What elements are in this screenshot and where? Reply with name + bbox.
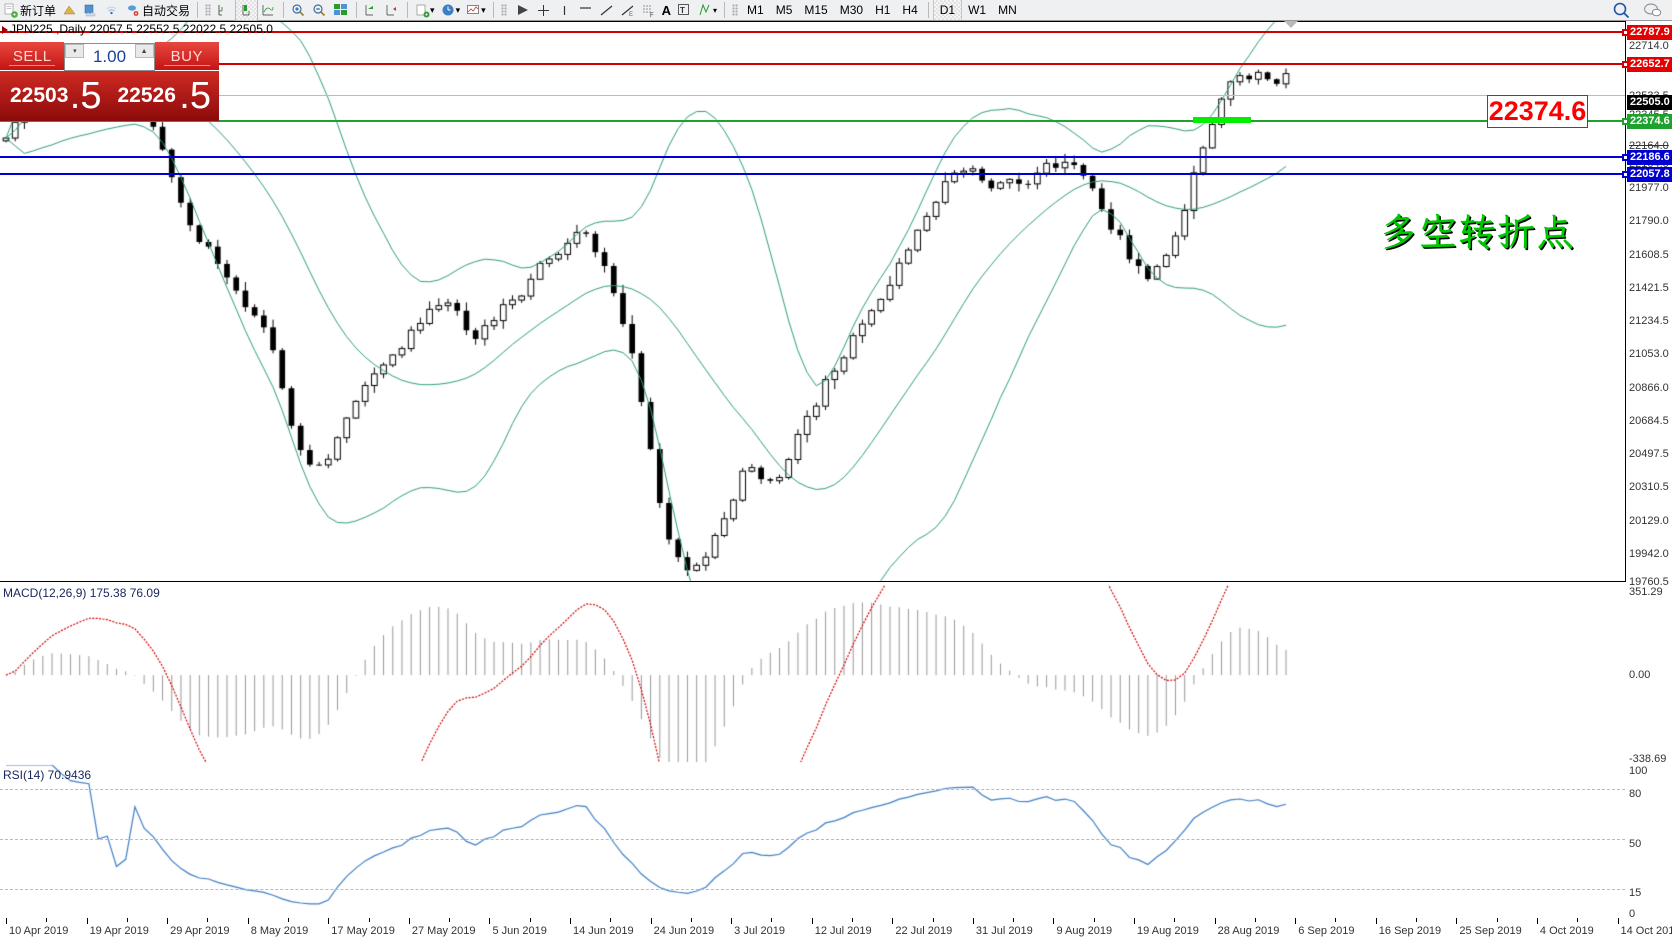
svg-text:F: F	[650, 13, 654, 18]
svg-text:E: E	[629, 12, 633, 18]
svg-text:T: T	[680, 6, 685, 15]
